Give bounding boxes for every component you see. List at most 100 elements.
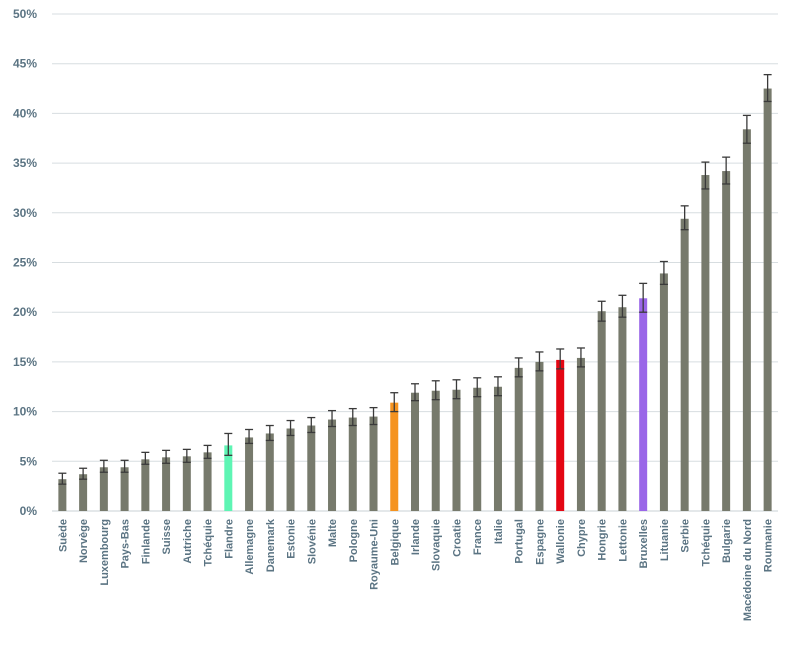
- bars: [58, 88, 772, 512]
- bar: [535, 361, 544, 511]
- gridlines: [52, 13, 778, 512]
- error-bar: [556, 348, 565, 370]
- bar: [493, 386, 502, 511]
- bar: [58, 479, 67, 511]
- error-bar: [348, 407, 357, 427]
- bar: [411, 392, 419, 511]
- error-bar: [390, 392, 399, 413]
- error-bar: [369, 406, 378, 426]
- error-bar: [597, 300, 606, 322]
- x-category-label: Finlande: [140, 519, 152, 564]
- bar: [473, 387, 482, 511]
- x-category-label: Chypre: [576, 519, 588, 557]
- x-category-label: Allemagne: [244, 519, 256, 575]
- x-category-label: Estonie: [286, 519, 298, 559]
- error-bar: [79, 467, 88, 480]
- x-category-label: Tchéquie: [700, 519, 712, 566]
- y-tick-label: 5%: [20, 454, 38, 468]
- x-category-label: Slovaquie: [431, 519, 443, 571]
- x-category-label: Portugal: [514, 519, 526, 564]
- x-category-label: Royaume-Uni: [369, 519, 381, 590]
- error-bar: [99, 459, 108, 473]
- error-bar: [328, 409, 337, 428]
- bar: [141, 459, 150, 511]
- x-category-label: Tchéquie: [203, 519, 215, 566]
- error-bar: [307, 416, 316, 434]
- bar: [514, 367, 523, 511]
- bar: [328, 419, 337, 511]
- error-bar: [493, 376, 502, 397]
- bar: [99, 467, 108, 511]
- x-category-label: Croatie: [451, 519, 463, 557]
- error-bar: [659, 260, 668, 286]
- bar: [701, 175, 710, 511]
- error-bar: [576, 347, 585, 368]
- x-category-label: Slovénie: [306, 519, 318, 564]
- x-category-label: Autriche: [182, 519, 194, 564]
- error-bar: [224, 432, 233, 456]
- x-category-label: Lettonie: [617, 519, 629, 562]
- x-category-label: Bruxelles: [638, 519, 650, 569]
- error-bar: [411, 383, 419, 402]
- y-axis-tick-labels: 0% 5% 10% 15% 20% 25% 30% 35% 40% 45% 50%: [13, 7, 37, 518]
- bar: [120, 467, 129, 511]
- x-category-label: Suisse: [161, 519, 173, 554]
- error-bar: [286, 419, 295, 437]
- error-bar: [120, 459, 129, 473]
- error-bar: [182, 448, 191, 463]
- y-tick-label: 15%: [13, 355, 37, 369]
- y-tick-label: 35%: [13, 156, 37, 170]
- x-category-label: Belgique: [389, 519, 401, 565]
- error-bar: [245, 428, 254, 445]
- y-tick-label: 10%: [13, 405, 37, 419]
- bar: [618, 307, 627, 511]
- bar: [245, 437, 254, 511]
- x-category-label: Lituanie: [659, 519, 671, 561]
- y-tick-label: 20%: [13, 305, 37, 319]
- x-category-label: Hongrie: [597, 519, 609, 561]
- bar: [576, 357, 585, 511]
- y-tick-label: 25%: [13, 256, 37, 270]
- x-category-label: Macédoine du Nord: [742, 519, 754, 621]
- error-bar: [265, 424, 274, 442]
- y-tick-label: 50%: [13, 7, 37, 21]
- x-category-label: Norvège: [78, 519, 90, 563]
- x-category-label: France: [472, 519, 484, 555]
- error-bar: [722, 156, 731, 185]
- y-tick-label: 40%: [13, 106, 37, 120]
- bar: [286, 428, 295, 511]
- bar: [162, 457, 171, 511]
- bar: [639, 298, 648, 511]
- x-category-label: Flandre: [223, 519, 235, 559]
- error-bar: [763, 73, 772, 103]
- error-bar: [639, 282, 648, 313]
- x-category-label: Bulgarie: [721, 519, 733, 563]
- bar: [742, 129, 751, 511]
- error-bar: [431, 380, 440, 401]
- bar: [452, 389, 461, 511]
- y-tick-label: 45%: [13, 57, 37, 71]
- x-category-label: Roumanie: [763, 519, 775, 572]
- x-category-label: Irlande: [410, 519, 422, 555]
- bar: [182, 456, 191, 511]
- x-category-label: Malte: [327, 519, 339, 547]
- error-bar: [452, 379, 461, 400]
- bar: [265, 433, 274, 511]
- error-bar: [535, 351, 544, 372]
- x-axis-category-labels: Suède Norvège Luxembourg Pays-Bas Finlande Su…: [57, 518, 774, 621]
- x-category-label: Serbie: [680, 519, 692, 553]
- bar: [79, 474, 88, 511]
- x-category-label: Danemark: [265, 518, 277, 572]
- error-bar: [162, 449, 171, 464]
- error-bar: [618, 294, 627, 318]
- x-category-label: Espagne: [534, 519, 546, 565]
- y-tick-label: 30%: [13, 206, 37, 220]
- error-bar: [141, 451, 150, 465]
- bar: [659, 273, 668, 511]
- x-category-label: Italie: [493, 519, 505, 544]
- x-category-label: Pologne: [348, 519, 360, 562]
- error-bar: [514, 357, 523, 378]
- x-category-label: Luxembourg: [99, 519, 111, 586]
